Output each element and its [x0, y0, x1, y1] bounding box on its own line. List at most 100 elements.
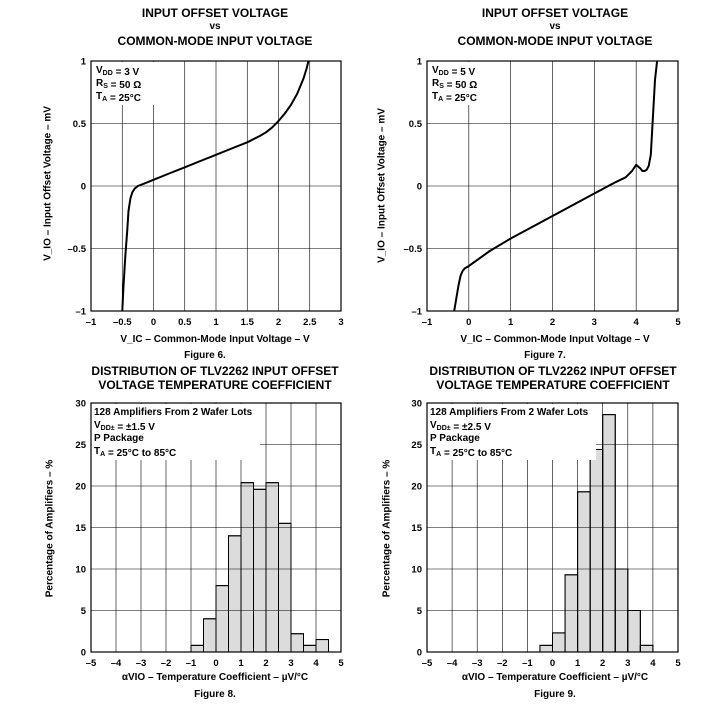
chart2-xtick-label: 0 — [466, 317, 471, 328]
chart3-bar-outline — [290, 633, 304, 653]
chart4-bar — [577, 491, 591, 653]
chart1-title-line3: COMMON-MODE INPUT VOLTAGE — [117, 34, 313, 48]
chart1-xlabel: V_IC – Common-Mode Input Voltage – V — [120, 334, 310, 345]
chart4-ytick-label: 20 — [411, 482, 422, 493]
chart3-bar — [253, 488, 267, 653]
chart4-xtick-label: 0 — [550, 658, 555, 669]
chart3-xtick-label: –5 — [86, 658, 97, 669]
chart3-xtick-label: 3 — [288, 658, 293, 669]
chart1-xtick-label: 0.5 — [178, 317, 192, 328]
chart1-ytick-label: –1 — [75, 307, 86, 318]
chart3-ytick-label: 5 — [81, 606, 87, 617]
chart3-xtick-label: 0 — [213, 658, 218, 669]
chart3-xlabel: αVIO – Temperature Coefficient – µV/°C — [121, 672, 309, 683]
chart1-series-line — [121, 60, 310, 312]
chart1-ytick-label: 0.5 — [73, 119, 87, 130]
chart4-xtick-label: 5 — [675, 658, 681, 669]
chart2-title: INPUT OFFSET VOLTAGE vs COMMON-MODE INPU… — [420, 6, 690, 48]
chart4-title: DISTRIBUTION OF TLV2262 INPUT OFFSET VOL… — [398, 364, 708, 392]
chart1-annotation-bg — [92, 62, 162, 105]
chart3-bar — [315, 639, 329, 653]
chart3-bar — [228, 535, 242, 653]
chart1-xtick-label: 0 — [151, 317, 156, 328]
chart2-title-line3: COMMON-MODE INPUT VOLTAGE — [457, 34, 653, 48]
chart1-ytick-label: –0.5 — [68, 244, 87, 255]
chart3-ytick-label: 25 — [75, 440, 86, 451]
chart2-xtick-label: 2 — [550, 317, 555, 328]
chart4-xtick-label: 2 — [600, 658, 605, 669]
chart4-title-line2: VOLTAGE TEMPERATURE COEFFICIENT — [436, 378, 670, 392]
chart1-annotation: TA = 25°C — [96, 91, 141, 104]
chart2-xtick-label: 4 — [634, 317, 640, 328]
chart2-xtick-label: 5 — [675, 317, 681, 328]
chart4-ytick-label: 30 — [411, 399, 422, 410]
chart3-bar — [290, 633, 304, 653]
chart3-bar-outline — [315, 639, 329, 653]
chart2-xtick-label: 3 — [592, 317, 597, 328]
chart4-bar-outline — [602, 414, 616, 653]
chart2-plot: –1 0 1 2 3 4 5 –1 –0.5 0 0.5 1 VDD = 5 VRS = 50 ΩTA … — [404, 57, 682, 329]
chart3-annotation-bg — [92, 404, 260, 460]
chart1-xtick-label: 2.5 — [303, 317, 317, 328]
chart2-series-line — [453, 60, 659, 312]
chart3-xtick-label: 1 — [238, 658, 244, 669]
chart4-bar — [552, 632, 566, 653]
chart3-bar — [190, 644, 204, 653]
chart1-xtick-label: 3 — [338, 317, 343, 328]
chart3-title-line2: VOLTAGE TEMPERATURE COEFFICIENT — [98, 378, 332, 392]
chart4-ytick-label: 25 — [411, 440, 422, 451]
chart2-ytick-label: –1 — [411, 307, 422, 318]
chart3-xtick-label: 2 — [263, 658, 268, 669]
chart4-bar — [627, 610, 641, 653]
chart3-xtick-label: 5 — [338, 658, 344, 669]
chart3-figure-label: Figure 8. — [194, 689, 236, 700]
chart3-annotation: P Package — [94, 433, 144, 444]
chart4-xtick-label: –4 — [447, 658, 458, 669]
chart4-annotation-bg — [428, 404, 596, 460]
chart1-frame — [90, 60, 342, 312]
chart4-bar — [639, 644, 654, 653]
chart1-xtick-label: –0.5 — [113, 317, 132, 328]
chart2-frame — [426, 60, 679, 312]
chart1-plot: –1 –0.5 0 0.5 1 1.5 2 2.5 3 –1 –0.5 0 0.5 1 VDD = 3 VR… — [68, 57, 344, 329]
chart4-ytick-label: 15 — [411, 523, 422, 534]
chart3-ytick-label: 15 — [75, 523, 86, 534]
chart3-annotation: 128 Amplifiers From 2 Wafer Lots — [94, 407, 253, 418]
chart4-xtick-label: 4 — [650, 658, 656, 669]
chart2-annotation: RS = 50 Ω — [432, 78, 477, 91]
chart4-bar-outline — [639, 644, 654, 653]
chart4-xtick-label: –1 — [522, 658, 533, 669]
chart3-bar — [278, 522, 292, 653]
chart4-annotation: P Package — [430, 433, 480, 444]
chart1-xtick-label: 2 — [276, 317, 281, 328]
chart2-title-line2: vs — [549, 21, 561, 32]
chart4-plot: –5 –4 –3 –2 –1 0 1 2 3 4 5 0 5 10 15 20 25 30 128 Amplifie… — [411, 399, 681, 670]
chart4-xtick-label: 3 — [625, 658, 630, 669]
chart3-plot: –5 –4 –3 –2 –1 0 1 2 3 4 5 0 5 10 15 20 25 30 128 Amplifie… — [75, 399, 344, 670]
chart1-title-line2: vs — [209, 21, 221, 32]
chart3-annotation: VDD± = ±1.5 V — [94, 420, 155, 433]
chart1-figure-label: Figure 6. — [184, 350, 226, 361]
chart1-ytick-label: 0 — [81, 182, 86, 193]
chart4-xtick-label: –5 — [422, 658, 433, 669]
chart4-ytick-label: 10 — [411, 565, 422, 576]
chart4-bar — [602, 414, 616, 653]
chart3-ytick-label: 10 — [75, 565, 86, 576]
chart3-bar — [215, 585, 229, 653]
chart4-annotation: VDD± = ±2.5 V — [430, 420, 491, 433]
chart1-annotation: VDD = 3 V — [96, 65, 140, 78]
chart2-xtick-label: 1 — [508, 317, 514, 328]
chart1-xtick-label: 1 — [213, 317, 219, 328]
chart3-bar-outline — [278, 522, 292, 653]
chart2-ytick-label: –0.5 — [404, 244, 423, 255]
chart4-xtick-label: 1 — [575, 658, 581, 669]
chart4-title-line1: DISTRIBUTION OF TLV2262 INPUT OFFSET — [429, 364, 677, 378]
chart4-ytick-label: 5 — [417, 606, 423, 617]
chart4-bar — [589, 448, 604, 653]
chart3-bar — [203, 618, 217, 653]
chart2-ytick-label: 0 — [417, 182, 422, 193]
chart2-annotation: VDD = 5 V — [432, 65, 476, 78]
chart4-xtick-label: –3 — [472, 658, 483, 669]
chart2-title-line1: INPUT OFFSET VOLTAGE — [481, 6, 629, 20]
